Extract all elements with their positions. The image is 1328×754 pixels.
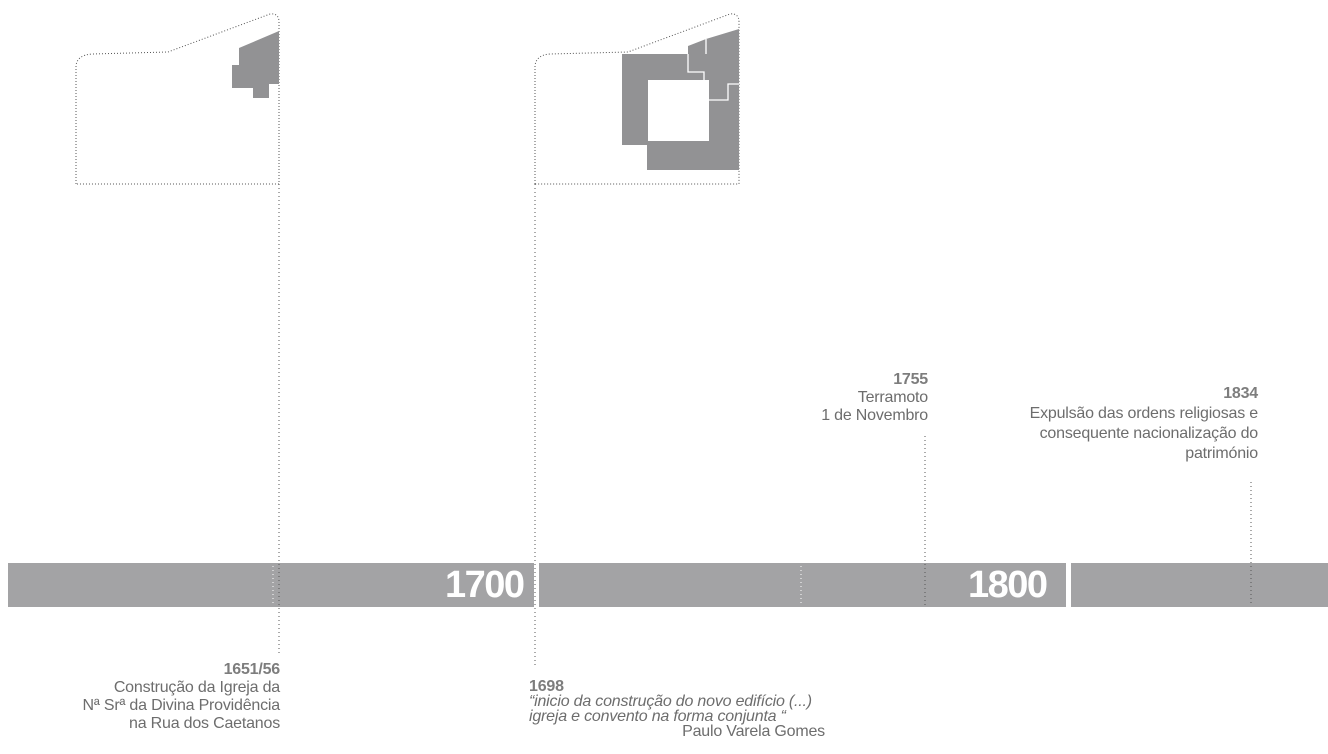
event-line: 1 de Novembro <box>821 407 928 424</box>
church-plan-1651 <box>232 31 279 98</box>
site-boundary-1651 <box>75 13 280 185</box>
event-1698: 1698 “inicio da construção do novo edifí… <box>529 678 829 740</box>
event-quote-line: igreja e convento na forma conjunta “ <box>529 708 786 725</box>
event-line: Expulsão das ordens religiosas e <box>1029 405 1259 422</box>
band-segment-2 <box>539 563 1066 607</box>
event-line: Construção da Igreja da <box>113 679 280 696</box>
event-year: 1651/56 <box>223 661 281 678</box>
convent-plan-1698 <box>622 29 739 170</box>
timeline-band <box>8 563 1328 607</box>
event-line: na Rua dos Caetanos <box>129 715 280 732</box>
century-label-1800: 1800 <box>968 564 1048 606</box>
event-line: Nª Srª da Divina Providência <box>82 697 281 714</box>
event-1834: 1834 Expulsão das ordens religiosas e co… <box>1029 384 1259 464</box>
event-year: 1698 <box>529 678 564 695</box>
band-segment-1 <box>8 563 534 607</box>
event-line: consequente nacionalização do <box>1039 425 1259 442</box>
event-author: Paulo Varela Gomes <box>682 723 825 740</box>
site-plan-1651 <box>75 13 280 185</box>
site-plan-1698 <box>534 13 740 185</box>
event-1755: 1755 Terramoto 1 de Novembro <box>821 371 928 425</box>
band-segment-3 <box>1071 563 1328 607</box>
century-label-1700: 1700 <box>445 564 525 606</box>
event-year: 1755 <box>893 371 928 388</box>
event-1651: 1651/56 Construção da Igreja da Nª Srª d… <box>82 661 281 733</box>
event-line: Terramoto <box>857 389 928 406</box>
event-year: 1834 <box>1223 385 1258 402</box>
event-quote-line: “inicio da construção do novo edifício (… <box>529 693 812 710</box>
site-boundary-1698 <box>534 13 740 185</box>
event-line: património <box>1185 445 1258 462</box>
plan-internal-lines <box>687 39 739 101</box>
